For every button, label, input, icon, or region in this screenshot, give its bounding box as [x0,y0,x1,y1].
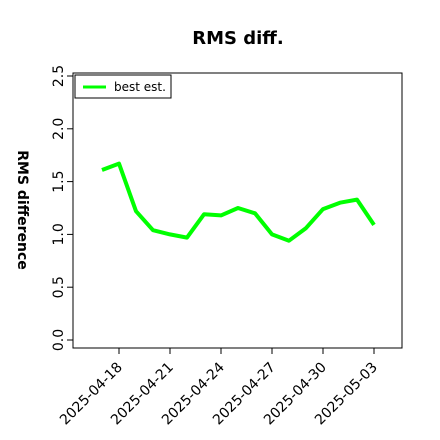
legend-box [74,74,172,99]
y-tick-label: 1.5 [51,170,67,192]
y-tick-label: 2.5 [51,65,67,87]
y-axis-label: RMS difference [14,150,30,270]
y-tick-label: 1.0 [51,223,67,245]
series-line-best-est [101,161,376,243]
y-tick-label: 0.5 [51,276,67,298]
series-layer [101,161,376,243]
x-axis: 2025-04-182025-04-212025-04-242025-04-27… [57,348,381,428]
y-axis: 0.0 0.5 1.0 1.5 2.0 2.5 [51,65,73,351]
y-tick-label: 2.0 [51,118,67,140]
legend-label-best-est: best est. [114,80,166,94]
chart-title: RMS diff. [192,28,283,49]
plot-frame [72,72,403,349]
legend: best est. [74,74,172,99]
y-tick-label: 0.0 [51,329,67,351]
